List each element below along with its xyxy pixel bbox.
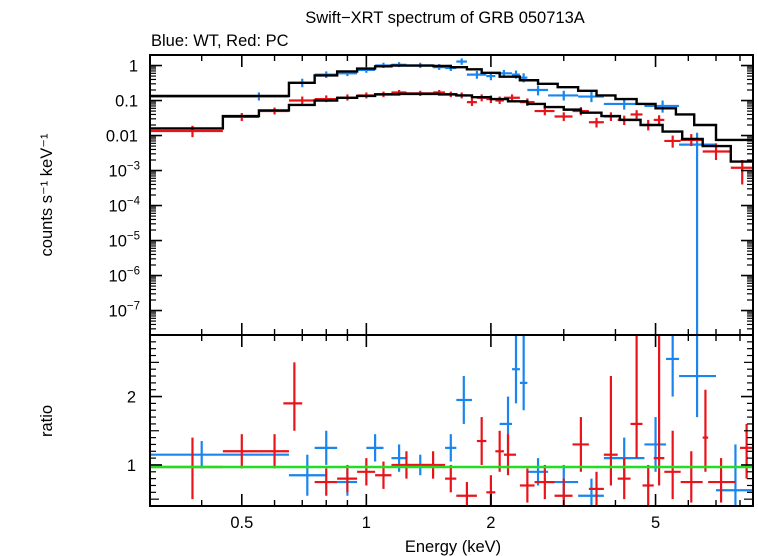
spectrum-y-tick-label: 10−7 [109, 301, 140, 321]
ratio-point-s2-21 [588, 471, 604, 506]
chart-subtitle: Blue: WT, Red: PC [151, 32, 289, 50]
spectrum-point-s2-4 [288, 96, 315, 104]
spectrum-y-tick-label: 10−6 [109, 266, 140, 286]
ratio-point-s2-3 [258, 434, 289, 469]
ratio-panel: 0.5 1 2 5 1 2 [127, 334, 754, 532]
ratio-point-s1-17 [644, 417, 667, 472]
spectrum-y-tick-label: 10−4 [109, 196, 141, 216]
spectrum-point-s2-23 [588, 117, 604, 128]
ratio-data-layer [150, 335, 753, 506]
spectrum-point-s1-21 [644, 100, 680, 113]
ratio-point-s2-28 [680, 451, 703, 503]
spectrum-point-s1-17 [527, 85, 549, 96]
ratio-point-s2-8 [375, 461, 392, 489]
ratio-point-s1-18 [666, 335, 680, 397]
spectrum-panel: 1 0.1 0.01 10−3 10−4 10−5 10−6 10−7 [106, 54, 754, 336]
spectrum-point-s2-21 [554, 112, 573, 122]
ratio-y-tick-label: 2 [127, 389, 136, 407]
model-step-line-1 [150, 64, 753, 142]
ratio-point-s2-9 [391, 451, 421, 479]
ratio-y-tick-label: 1 [127, 457, 136, 475]
spectrum-point-s1-19 [578, 91, 604, 103]
ratio-point-s2-2 [222, 434, 259, 469]
spectrum-point-s2-29 [664, 135, 681, 148]
model-step-line-2 [150, 92, 753, 163]
ratio-point-s2-17 [519, 468, 535, 503]
ratio-point-s1-12 [519, 335, 528, 411]
ratio-point-s1-15 [578, 478, 604, 506]
ratio-point-s2-18 [534, 464, 555, 500]
ratio-point-s2-24 [630, 335, 643, 459]
ratio-point-s2-1 [150, 437, 223, 500]
ratio-point-s2-25 [642, 464, 654, 506]
spectrum-point-s1-22 [679, 132, 717, 335]
ratio-point-s1-20 [716, 444, 753, 506]
ratio-point-s2-10 [420, 451, 446, 479]
ratio-point-s2-16 [503, 434, 517, 476]
spectrum-point-s2-14 [466, 98, 477, 106]
spectrum-y-tick-label: 0.1 [115, 93, 138, 111]
x-tick-label: 5 [651, 514, 660, 532]
ratio-point-s2-31 [740, 423, 753, 479]
ratio-y-axis-label: ratio [38, 405, 56, 437]
spectrum-y-axis-label: counts s⁻¹ keV⁻¹ [38, 133, 56, 256]
ratio-point-s1-9 [456, 376, 472, 424]
ratio-point-s2-26 [653, 335, 665, 486]
spectrum-data-layer [150, 58, 753, 335]
ratio-point-s1-19 [679, 335, 717, 418]
ratio-point-s2-27 [664, 430, 681, 500]
spectrum-point-s1-18 [548, 90, 579, 101]
x-tick-label: 1 [362, 514, 371, 532]
x-tick-label: 0.5 [230, 514, 253, 532]
spectrum-y-tick-label: 1 [129, 58, 138, 76]
ratio-point-s2-15 [495, 430, 504, 472]
x-axis-label: Energy (keV) [405, 538, 501, 556]
ratio-point-s1-8 [445, 434, 457, 462]
ratio-point-s1-2 [288, 454, 327, 496]
ratio-point-s1-5 [366, 434, 384, 462]
spectrum-point-s2-28 [653, 115, 665, 125]
spectrum-point-s1-11 [456, 58, 467, 65]
spectrum-point-s2-20 [534, 107, 555, 116]
ratio-point-s1-1 [150, 441, 289, 469]
spectrum-point-s2-26 [630, 110, 643, 119]
ratio-point-s2-4 [283, 362, 303, 431]
ratio-point-s2-13 [476, 417, 487, 465]
ratio-panel-frame [149, 334, 754, 507]
ratio-point-s1-11 [512, 335, 520, 404]
spectrum-point-s2-32 [730, 160, 753, 185]
spectrum-y-tick-label: 10−5 [109, 231, 140, 251]
chart-title: Swift−XRT spectrum of GRB 050713A [305, 9, 585, 27]
ratio-point-s2-30 [708, 458, 736, 503]
ratio-point-s2-12 [456, 482, 477, 506]
spectrum-point-s1-12 [466, 70, 487, 79]
spectrum-y-tick-label: 10−3 [109, 161, 140, 181]
ratio-point-s2-22 [603, 376, 618, 486]
ratio-point-s2-5 [314, 468, 338, 496]
ratio-axes: 0.5 1 2 5 1 2 [127, 335, 753, 532]
ratio-point-s2-20 [572, 417, 589, 472]
ratio-point-s1-3 [314, 430, 338, 465]
ratio-point-s2-23 [617, 458, 631, 500]
ratio-point-s1-10 [499, 396, 513, 452]
ratio-point-s2-29 [702, 389, 709, 472]
ratio-point-s2-6 [337, 464, 358, 493]
ratio-point-s2-7 [357, 458, 376, 486]
spectrum-y-tick-label: 0.01 [106, 128, 138, 146]
x-tick-label: 2 [486, 514, 495, 532]
ratio-point-s2-11 [445, 464, 457, 493]
